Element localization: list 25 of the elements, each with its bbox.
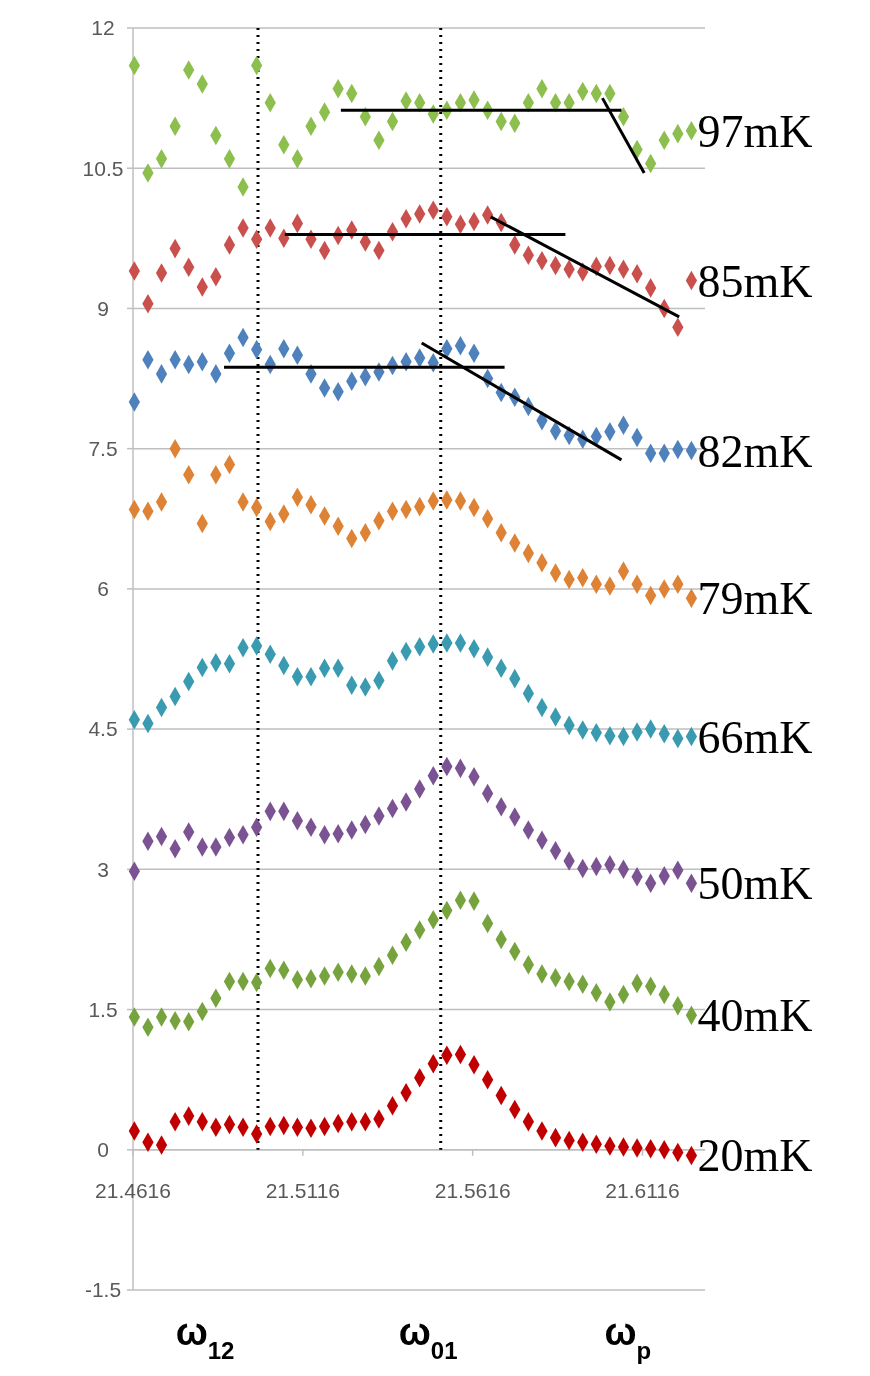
series-label: 82mK: [697, 425, 813, 477]
y-tick-label: 9: [97, 296, 109, 320]
series-label: 20mK: [697, 1130, 813, 1182]
series-label: 66mK: [697, 711, 813, 763]
y-tick-label: 3: [97, 857, 109, 881]
series-label: 97mK: [697, 105, 813, 157]
y-tick-label: 4.5: [88, 717, 118, 741]
y-tick-label: 6: [97, 577, 109, 601]
text: ω$_{p}$: [604, 1311, 652, 1364]
x-tick-label: 21.5616: [434, 1178, 511, 1202]
series-label: 40mK: [697, 990, 813, 1042]
y-tick-label: 12: [91, 16, 115, 40]
y-tick-label: 7.5: [88, 437, 118, 461]
x-tick-label: 21.6116: [605, 1178, 680, 1202]
text: ω$_{12}$: [175, 1311, 235, 1364]
x-tick-label: 21.4616: [95, 1178, 171, 1202]
series-label: 85mK: [697, 255, 813, 307]
series-label: 79mK: [697, 573, 813, 625]
y-tick-label: 10.5: [82, 156, 124, 180]
text: ω$_{01}$: [398, 1311, 458, 1364]
y-tick-label: 0: [97, 1138, 109, 1162]
y-tick-label: -1.5: [84, 1278, 122, 1302]
series-label: 50mK: [697, 858, 813, 910]
x-tick-label: 21.5116: [265, 1178, 341, 1202]
y-tick-label: 1.5: [88, 997, 118, 1021]
